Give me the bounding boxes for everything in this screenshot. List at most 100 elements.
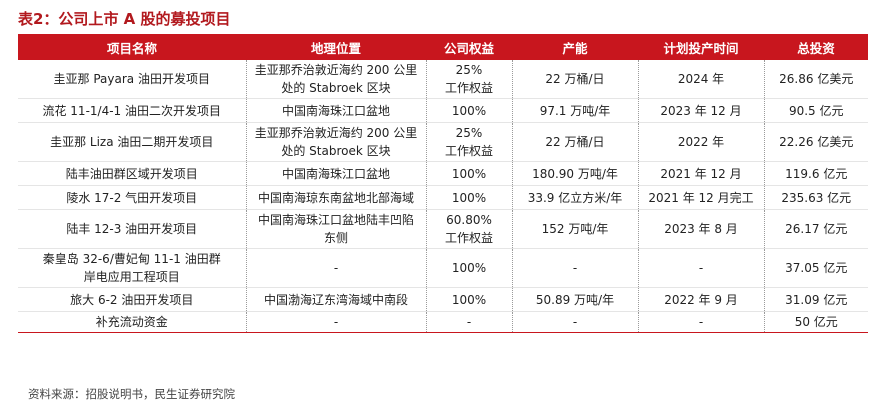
cell-text-line: -	[572, 315, 578, 329]
cell-text-line: 陆丰油田群区域开发项目	[65, 166, 198, 181]
capacity-cell: 50.89 万吨/年	[511, 287, 638, 312]
project-name-cell: 陆丰 12-3 油田开发项目	[18, 209, 246, 249]
capacity-cell: 22 万桶/日	[511, 122, 638, 162]
table-row: 流花 11-1/4-1 油田二次开发项目 中国南海珠江口盆地 100% 97.1 万吨…	[18, 98, 868, 123]
cell-text-line: 50.89 万吨/年	[535, 292, 615, 307]
cell-text-line: 2022 年 9 月	[664, 292, 738, 307]
cell-text-line: -	[333, 315, 339, 329]
equity-cell: 25% 工作权益	[425, 60, 512, 99]
capacity-cell: -	[511, 311, 638, 333]
cell-text-line: 2024 年	[677, 72, 725, 86]
investment-cell: 50 亿元	[763, 311, 868, 333]
start-time-cell: -	[637, 311, 764, 333]
cell-text-line: 2023 年 8 月	[664, 222, 738, 236]
cell-text-line: 152 万吨/年	[541, 222, 609, 236]
capacity-cell: -	[511, 248, 638, 288]
cell-text-line: 岸电应用工程项目	[83, 270, 180, 284]
cell-text-line: -	[572, 261, 578, 275]
investment-cell: 37.05 亿元	[763, 248, 868, 288]
cell-text-line: 97.1 万吨/年	[539, 103, 611, 118]
capacity-cell: 97.1 万吨/年	[511, 98, 638, 123]
cell-text-line: 26.17 亿元	[785, 222, 848, 236]
project-name-cell: 陵水 17-2 气田开发项目	[18, 185, 246, 210]
location-cell: 中国渤海辽东湾海域中南段	[245, 287, 426, 312]
cell-text-line: 东侧	[323, 231, 348, 245]
cell-text-line: 50 亿元	[794, 315, 838, 329]
start-time-cell: -	[637, 248, 764, 288]
equity-cell: 25% 工作权益	[425, 122, 512, 162]
start-time-cell: 2021 年 12 月	[637, 161, 764, 186]
cell-text-line: 圭亚那 Payara 油田开发项目	[53, 72, 210, 86]
project-name-cell: 旅大 6-2 油田开发项目	[18, 287, 246, 312]
table-row: 陆丰油田群区域开发项目 中国南海珠江口盆地 100% 180.90 万吨/年 2021 …	[18, 161, 868, 186]
project-name-cell: 流花 11-1/4-1 油田二次开发项目	[18, 98, 246, 123]
investment-cell: 22.26 亿美元	[763, 122, 868, 162]
cell-text-line: 中国南海琼东南盆地北部海域	[257, 190, 414, 205]
cell-text-line: 处的 Stabroek 区块	[281, 81, 391, 95]
project-name-cell: 圭亚那 Payara 油田开发项目	[18, 60, 246, 99]
equity-cell: 100%	[425, 161, 512, 186]
cell-text-line: 100%	[451, 261, 487, 275]
cell-text-line: -	[466, 315, 472, 329]
cell-text-line: 中国渤海辽东湾海域中南段	[263, 292, 408, 307]
cell-text-line: 180.90 万吨/年	[532, 166, 618, 181]
location-cell: -	[245, 311, 426, 333]
cell-text-line: 2023 年 12 月	[660, 103, 742, 118]
cell-text-line: 22 万桶/日	[545, 135, 605, 149]
cell-text-line: 37.05 亿元	[785, 261, 848, 275]
start-time-cell: 2023 年 12 月	[637, 98, 764, 123]
cell-text-line: 100%	[451, 190, 487, 205]
table-title: 表2：公司上市 A 股的募投项目	[18, 10, 231, 28]
cell-text-line: -	[698, 315, 704, 329]
investment-cell: 26.86 亿美元	[763, 60, 868, 99]
cell-text-line: 100%	[451, 103, 487, 118]
cell-text-line: -	[333, 261, 339, 275]
start-time-cell: 2023 年 8 月	[637, 209, 764, 249]
capacity-cell: 22 万桶/日	[511, 60, 638, 99]
cell-text-line: 工作权益	[444, 81, 493, 95]
cell-text-line: 100%	[451, 166, 487, 181]
cell-text-line: 22.26 亿美元	[779, 135, 854, 149]
equity-cell: 100%	[425, 287, 512, 312]
cell-text-line: 2021 年 12 月	[660, 166, 742, 181]
location-cell: -	[245, 248, 426, 288]
source-note: 资料来源：招股说明书，民生证券研究院	[28, 387, 235, 401]
table-body: 圭亚那 Payara 油田开发项目 圭亚那乔治敦近海约 200 公里 处的 Stab…	[18, 60, 868, 333]
cell-text-line: 中国南海珠江口盆地陆丰凹陷	[257, 213, 414, 227]
project-name-cell: 秦皇岛 32-6/曹妃甸 11-1 油田群 岸电应用工程项目	[18, 248, 246, 288]
location-cell: 圭亚那乔治敦近海约 200 公里 处的 Stabroek 区块	[245, 122, 426, 162]
project-name-cell: 补充流动资金	[18, 311, 246, 333]
investment-cell: 235.63 亿元	[763, 185, 868, 210]
cell-text-line: 补充流动资金	[95, 315, 168, 329]
capacity-cell: 33.9 亿立方米/年	[511, 185, 638, 210]
cell-text-line: 圭亚那 Liza 油田二期开发项目	[50, 135, 214, 149]
table-row: 秦皇岛 32-6/曹妃甸 11-1 油田群 岸电应用工程项目 - 100% - - 37.0…	[18, 248, 868, 288]
cell-text-line: 60.80%	[446, 213, 492, 227]
cell-text-line: 工作权益	[444, 231, 493, 245]
start-time-cell: 2021 年 12 月完工	[637, 185, 764, 210]
location-cell: 中国南海琼东南盆地北部海域	[245, 185, 426, 210]
cell-text-line: 2021 年 12 月完工	[648, 190, 754, 205]
start-time-cell: 2022 年	[637, 122, 764, 162]
cell-text-line: 235.63 亿元	[781, 190, 852, 205]
start-time-cell: 2022 年 9 月	[637, 287, 764, 312]
cell-text-line: 90.5 亿元	[788, 103, 844, 118]
cell-text-line: 33.9 亿立方米/年	[527, 190, 623, 205]
cell-text-line: 圭亚那乔治敦近海约 200 公里	[254, 126, 418, 140]
cell-text-line: 119.6 亿元	[785, 166, 848, 181]
col-header-capacity: 产能	[512, 34, 638, 60]
investment-cell: 119.6 亿元	[763, 161, 868, 186]
equity-cell: -	[425, 311, 512, 333]
location-cell: 圭亚那乔治敦近海约 200 公里 处的 Stabroek 区块	[245, 60, 426, 99]
cell-text-line: 陵水 17-2 气田开发项目	[66, 190, 198, 205]
table-header-row: 项目名称 地理位置 公司权益 产能 计划投产时间 总投资	[18, 34, 868, 60]
col-header-start-time: 计划投产时间	[638, 34, 764, 60]
col-header-equity: 公司权益	[426, 34, 512, 60]
table-row: 旅大 6-2 油田开发项目 中国渤海辽东湾海域中南段 100% 50.89 万吨/年 2…	[18, 287, 868, 312]
table-row: 补充流动资金 - - - - 50 亿元	[18, 311, 868, 333]
cell-text-line: 31.09 亿元	[785, 292, 848, 307]
col-header-location: 地理位置	[246, 34, 426, 60]
investment-projects-table: 项目名称 地理位置 公司权益 产能 计划投产时间 总投资 圭亚那 Payara …	[18, 34, 868, 333]
equity-cell: 60.80% 工作权益	[425, 209, 512, 249]
cell-text-line: 圭亚那乔治敦近海约 200 公里	[254, 63, 418, 77]
